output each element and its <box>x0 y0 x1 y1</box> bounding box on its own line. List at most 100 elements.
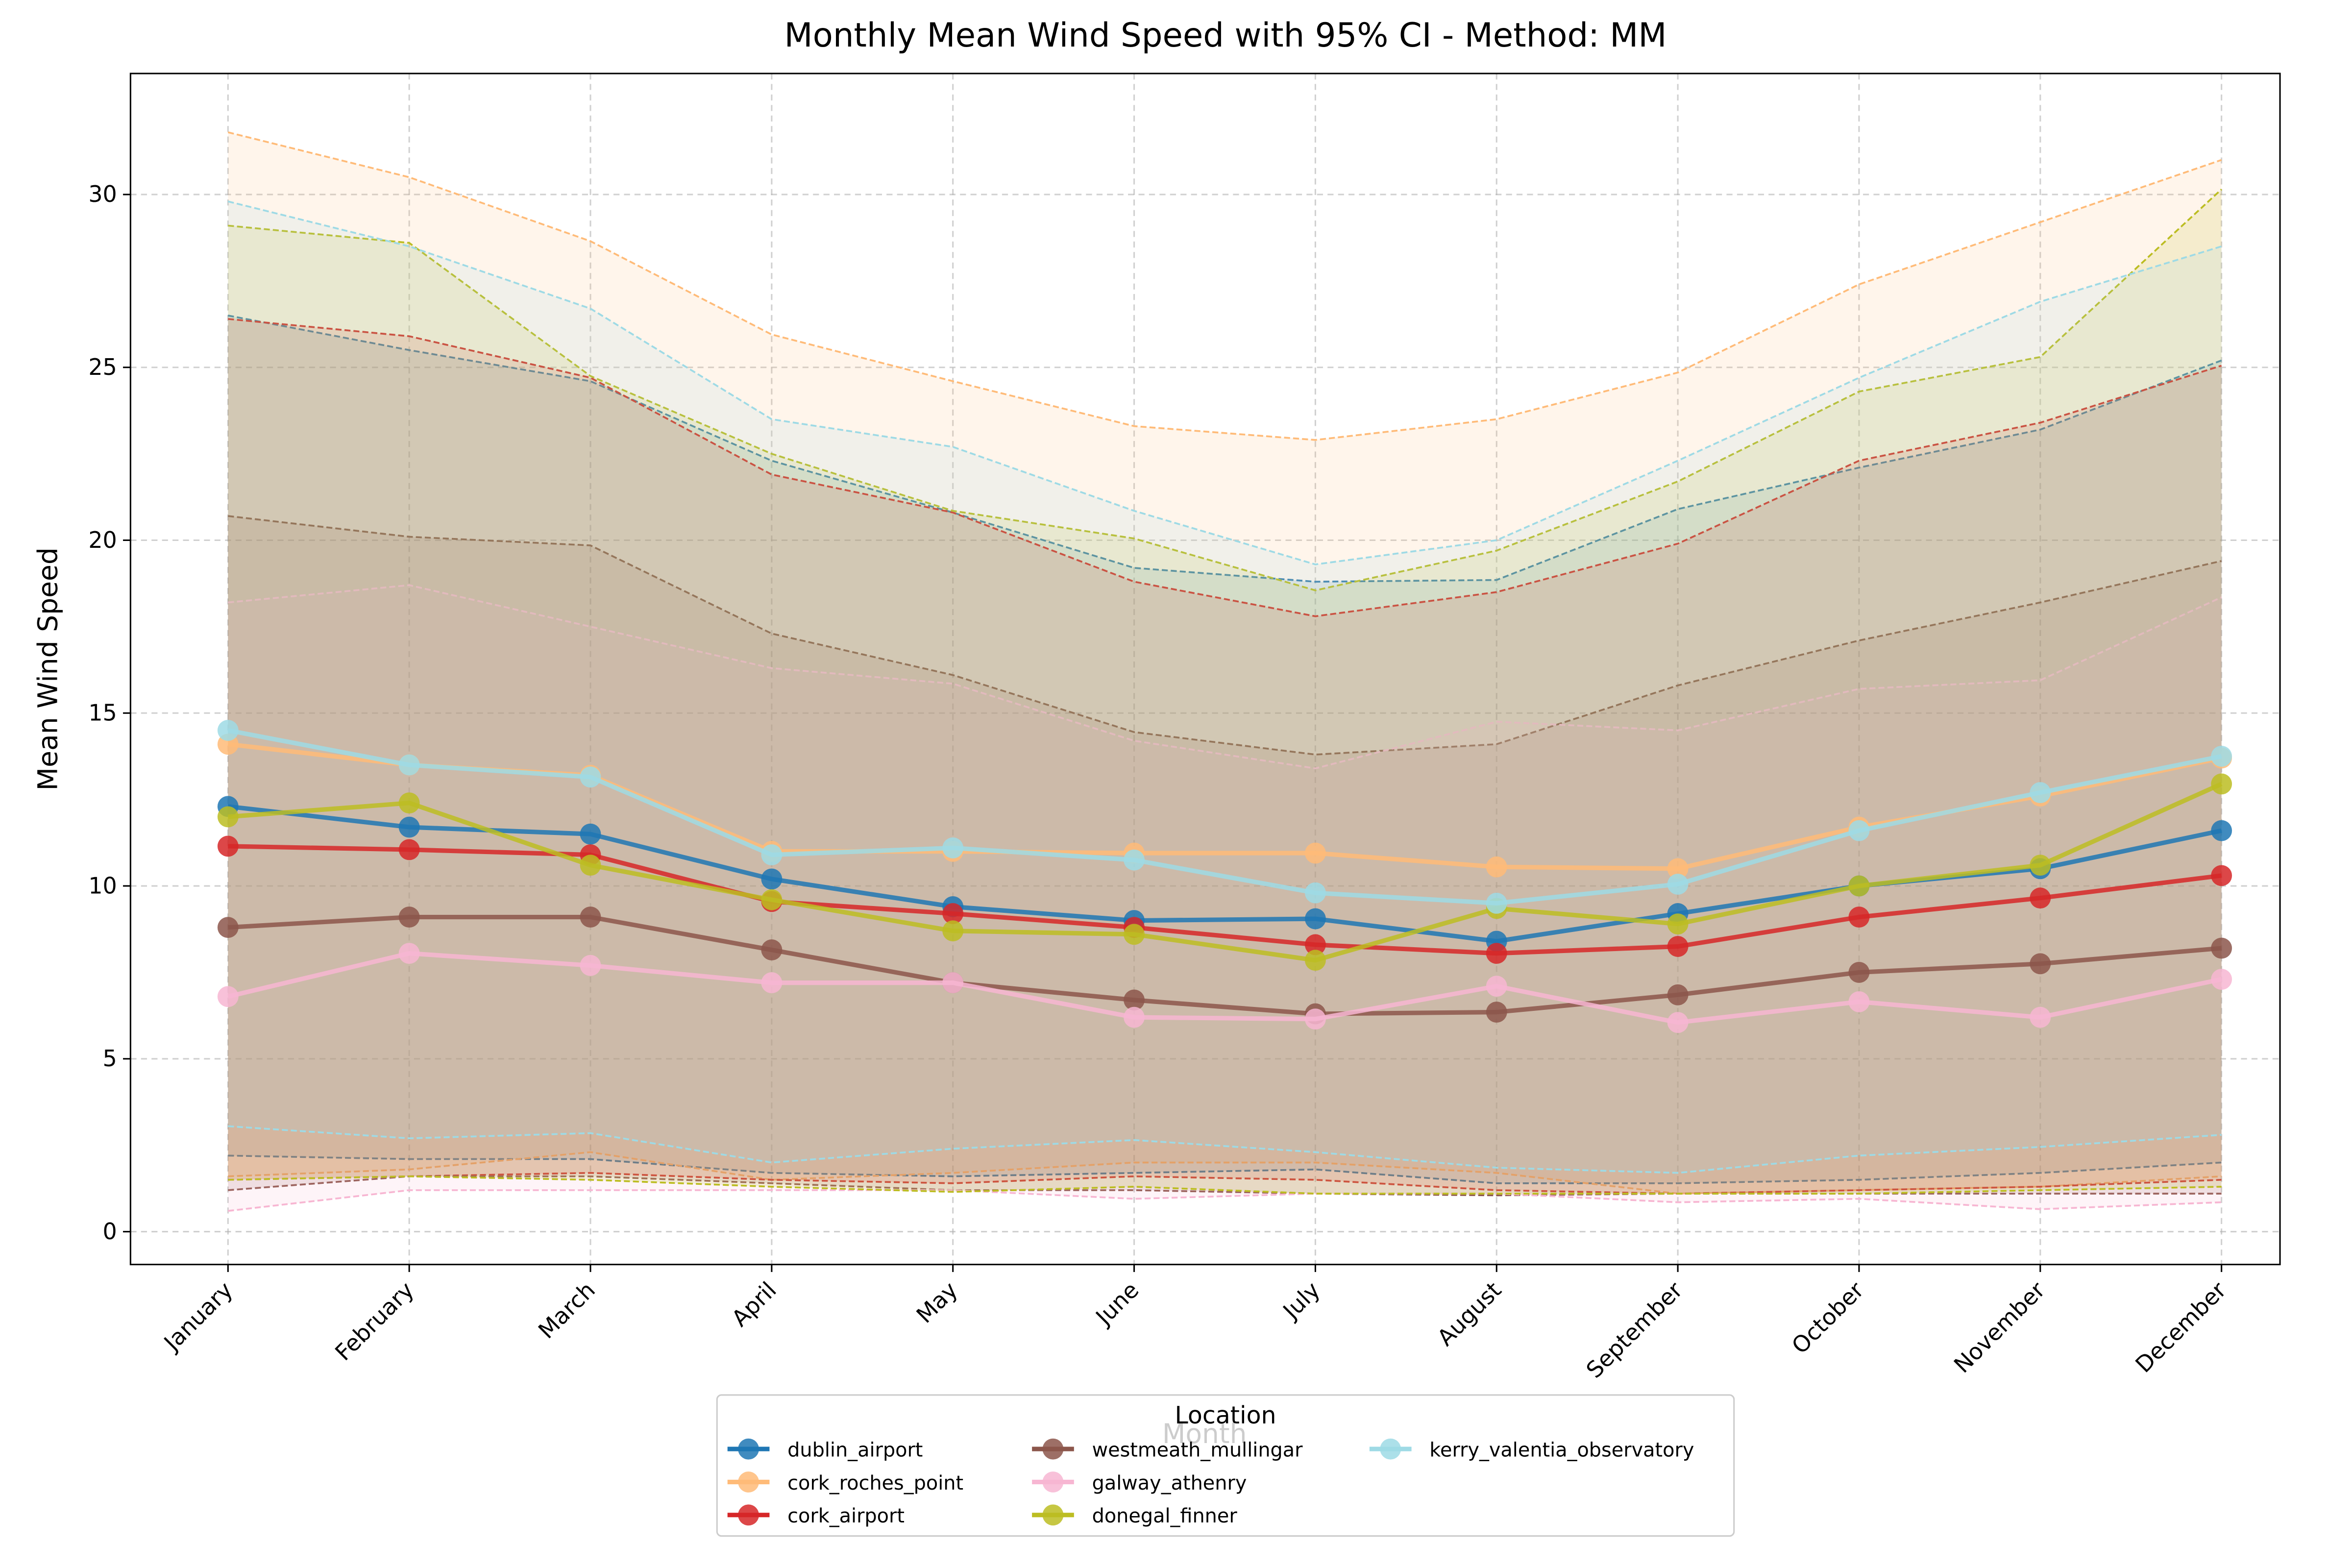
mean-marker <box>2030 953 2051 975</box>
mean-marker <box>942 837 964 858</box>
mean-marker <box>942 972 964 994</box>
mean-marker <box>217 720 239 741</box>
mean-marker <box>398 906 420 928</box>
mean-marker <box>398 943 420 964</box>
ci-lower-line <box>228 1125 2222 1174</box>
legend-marker <box>1042 1438 1064 1460</box>
mean-marker <box>761 844 783 865</box>
mean-marker <box>580 855 601 876</box>
mean-marker <box>761 889 783 910</box>
mean-marker <box>1304 882 1326 904</box>
mean-marker <box>398 754 420 776</box>
mean-marker <box>217 835 239 857</box>
mean-marker <box>398 839 420 860</box>
y-tick-label: 25 <box>88 354 117 380</box>
mean-marker <box>1848 962 1870 983</box>
legend-marker <box>738 1504 759 1526</box>
mean-marker <box>2211 865 2232 886</box>
mean-line <box>228 914 2222 1016</box>
ci-band <box>228 318 2222 1194</box>
mean-marker <box>1667 874 1689 895</box>
mean-marker <box>1667 984 1689 1005</box>
mean-marker <box>2211 746 2232 767</box>
mean-marker <box>217 917 239 938</box>
y-tick-label: 15 <box>88 700 117 726</box>
ci-upper-line <box>228 189 2222 591</box>
ci-lower-line <box>228 1189 2222 1212</box>
ci-band <box>228 516 2222 1196</box>
mean-marker <box>1124 849 1145 871</box>
mean-marker <box>1848 875 1870 897</box>
mean-marker <box>217 986 239 1007</box>
mean-marker <box>1304 950 1326 971</box>
mean-marker <box>942 903 964 924</box>
mean-marker <box>2211 969 2232 990</box>
legend-marker <box>1042 1504 1064 1526</box>
mean-marker <box>580 955 601 976</box>
mean-marker <box>761 868 783 890</box>
legend: Location dublin_airport cork_roches_point… <box>716 1394 1735 1537</box>
ci-upper-line <box>227 131 2222 441</box>
ci-band <box>228 585 2222 1211</box>
mean-marker <box>1486 892 1507 914</box>
legend-label: galway_athenry <box>1092 1472 1247 1494</box>
ci-upper-line <box>228 584 2222 770</box>
y-tick-label: 20 <box>88 527 117 553</box>
y-tick-label: 10 <box>88 872 117 899</box>
legend-label: kerry_valentia_observatory <box>1429 1439 1694 1461</box>
mean-marker <box>1848 820 1870 841</box>
mean-marker <box>2211 937 2232 959</box>
ci-upper-line <box>228 515 2222 756</box>
mean-marker <box>217 806 239 828</box>
mean-marker <box>1124 924 1145 945</box>
mean-marker <box>2030 782 2051 803</box>
mean-marker <box>1304 842 1326 864</box>
mean-marker <box>1304 1008 1326 1030</box>
mean-marker <box>1124 989 1145 1011</box>
mean-marker <box>761 972 783 994</box>
legend-label: donegal_finner <box>1092 1505 1238 1527</box>
ci-band <box>228 201 2222 1173</box>
legend-box <box>716 1394 1735 1537</box>
mean-marker <box>580 906 601 928</box>
ci-upper-line <box>227 200 2222 565</box>
mean-marker <box>2030 855 2051 876</box>
mean-marker <box>1486 856 1507 878</box>
mean-marker <box>1304 934 1326 956</box>
mean-marker <box>580 766 601 788</box>
legend-label: westmeath_mullingar <box>1092 1439 1303 1461</box>
y-axis-title: Mean Wind Speed <box>32 547 63 790</box>
ci-band <box>228 315 2222 1183</box>
mean-marker <box>2030 1006 2051 1028</box>
ci-lower-line <box>228 1151 2222 1195</box>
legend-label: cork_airport <box>787 1505 905 1527</box>
mean-marker <box>1667 913 1689 935</box>
mean-marker <box>1848 991 1870 1012</box>
legend-marker <box>1380 1438 1401 1460</box>
legend-marker <box>1042 1471 1064 1493</box>
legend-label: dublin_airport <box>787 1439 923 1461</box>
mean-marker <box>398 792 420 814</box>
y-tick-label: 30 <box>88 181 117 207</box>
mean-marker <box>761 939 783 960</box>
y-tick-label: 0 <box>103 1218 117 1245</box>
legend-label: cork_roches_point <box>787 1472 963 1494</box>
mean-marker <box>2030 887 2051 909</box>
ci-upper-line <box>227 315 2222 583</box>
mean-marker <box>1124 1006 1145 1028</box>
plot-frame <box>129 73 2281 1266</box>
ci-upper-line <box>228 318 2222 617</box>
mean-marker <box>2211 820 2232 841</box>
y-tick-label: 5 <box>103 1045 117 1072</box>
mean-marker <box>1667 858 1689 880</box>
mean-marker <box>1486 1002 1507 1023</box>
mean-marker <box>942 920 964 942</box>
mean-marker <box>398 816 420 838</box>
mean-marker <box>1667 1012 1689 1033</box>
mean-line <box>227 782 2223 963</box>
mean-marker <box>1848 906 1870 928</box>
legend-marker <box>738 1438 759 1460</box>
